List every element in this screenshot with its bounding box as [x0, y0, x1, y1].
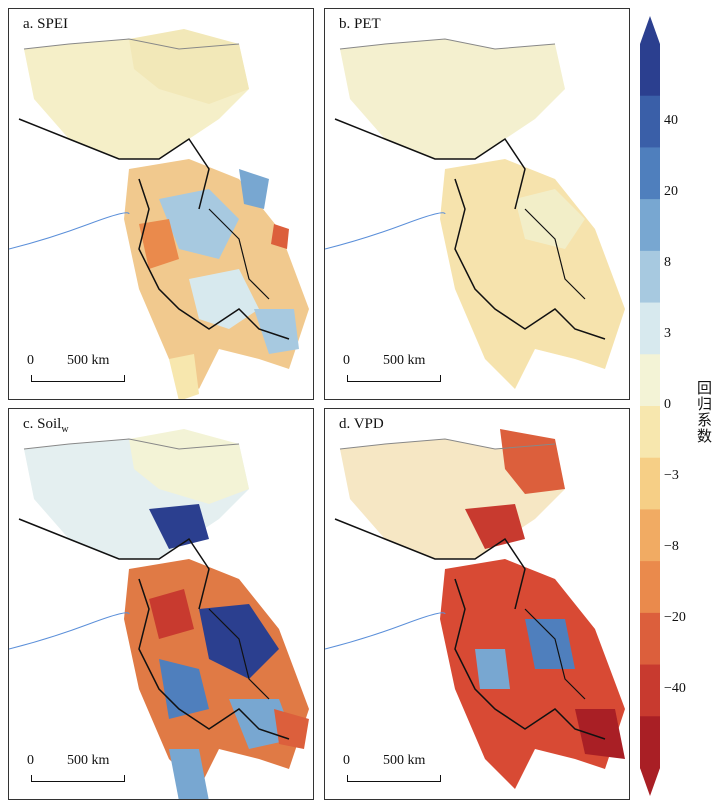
pet-map — [325, 9, 629, 399]
colorbar-segment — [640, 95, 660, 148]
colorbar-tick-label: 0 — [664, 397, 671, 412]
colorbar-top-arrow — [640, 16, 660, 44]
colorbar-tick-label: 8 — [664, 254, 671, 270]
colorbar-tick-label: −20 — [664, 610, 686, 626]
colorbar-segment — [640, 716, 660, 769]
scale-distance-label: 500 km — [67, 753, 110, 768]
scale-bar-d: 0 500 km — [339, 753, 459, 785]
colorbar-segment — [640, 147, 660, 200]
colorbar-tick-label: −40 — [664, 681, 686, 697]
scale-line — [347, 775, 441, 782]
scale-zero-label: 0 — [343, 353, 350, 368]
colorbar-segment — [640, 302, 660, 355]
scale-bar-b: 0 500 km — [339, 353, 459, 385]
scale-distance-label: 500 km — [67, 353, 110, 368]
map-panel-soilw: c. Soilw 0 500 km — [8, 408, 314, 800]
colorbar-bottom-arrow — [640, 768, 660, 796]
panel-label-pet: b. PET — [337, 16, 383, 33]
colorbar-segment — [640, 406, 660, 459]
colorbar-segment — [640, 44, 660, 97]
scale-line — [31, 775, 125, 782]
colorbar — [640, 16, 660, 796]
colorbar-tick-label: 3 — [664, 325, 671, 341]
colorbar-title: 回归系数 — [695, 380, 713, 444]
scale-zero-label: 0 — [27, 353, 34, 368]
panel-label-soilw-sub: w — [61, 424, 69, 435]
map-panel-spei: a. SPEI 0 500 km — [8, 8, 314, 400]
colorbar-segment — [640, 561, 660, 614]
colorbar-tick-label: 20 — [664, 183, 678, 199]
scale-bar-c: 0 500 km — [23, 753, 143, 785]
colorbar-tick-label: −3 — [664, 468, 679, 484]
map-panel-pet: b. PET 0 500 km — [324, 8, 630, 400]
scale-line — [347, 375, 441, 382]
panel-label-soilw: c. Soilw — [21, 416, 71, 435]
colorbar-segment — [640, 664, 660, 717]
map-panel-vpd: d. VPD 0 500 km — [324, 408, 630, 800]
panel-label-soilw-main: c. Soil — [23, 416, 62, 432]
colorbar-segment — [640, 250, 660, 304]
soilw-map — [9, 409, 313, 799]
colorbar-segment — [640, 199, 660, 252]
scale-distance-label: 500 km — [383, 353, 426, 368]
colorbar-segment — [640, 354, 660, 407]
vpd-map — [325, 409, 629, 799]
scale-distance-label: 500 km — [383, 753, 426, 768]
scale-line — [31, 375, 125, 382]
colorbar-segment — [640, 457, 660, 510]
colorbar-tick-label: 40 — [664, 112, 678, 128]
colorbar-tick-label: −8 — [664, 539, 679, 555]
panel-label-spei: a. SPEI — [21, 16, 70, 33]
spei-map — [9, 9, 313, 399]
scale-bar-a: 0 500 km — [23, 353, 143, 385]
colorbar-segment — [640, 509, 660, 562]
scale-zero-label: 0 — [343, 753, 350, 768]
panel-label-vpd: d. VPD — [337, 416, 386, 433]
colorbar-segment — [640, 612, 660, 666]
scale-zero-label: 0 — [27, 753, 34, 768]
